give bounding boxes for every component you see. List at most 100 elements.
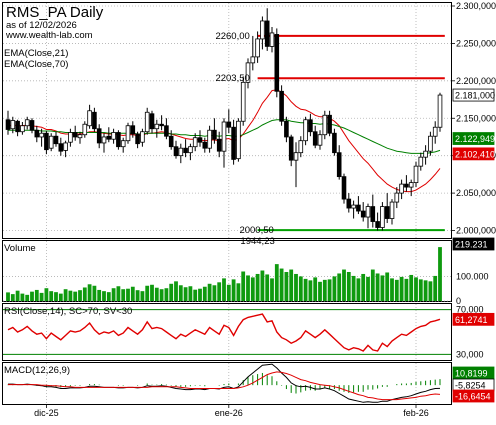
as-of-date: as of 12/02/2026 bbox=[6, 20, 77, 31]
candle bbox=[423, 145, 428, 165]
volume-bar bbox=[150, 284, 154, 301]
candle bbox=[308, 113, 313, 137]
candle-down-body bbox=[332, 132, 337, 154]
candle-down-body bbox=[34, 129, 40, 138]
volume-bar bbox=[188, 286, 193, 301]
price-axis-label: 2.150,000 bbox=[456, 113, 496, 123]
candle bbox=[245, 58, 251, 89]
rsi-line bbox=[7, 313, 441, 352]
volume-bar bbox=[44, 288, 49, 301]
candle bbox=[82, 121, 88, 138]
candle bbox=[221, 118, 227, 168]
volume-bar bbox=[222, 278, 226, 301]
candle-down-body bbox=[5, 119, 11, 130]
ema21-legend: EMA(Close,21) bbox=[4, 48, 68, 59]
volume-bar bbox=[346, 271, 351, 301]
volume-bar bbox=[130, 286, 135, 301]
candle bbox=[370, 194, 376, 228]
candle-up-body bbox=[380, 206, 385, 228]
volume-bar bbox=[438, 247, 442, 301]
candle bbox=[269, 26, 275, 53]
volume-bar bbox=[126, 288, 130, 301]
candle-down-body bbox=[15, 120, 20, 133]
volume-bar bbox=[102, 291, 106, 301]
time-axis-label: feb-26 bbox=[403, 408, 429, 418]
candle-down-body bbox=[159, 123, 164, 127]
candle bbox=[279, 85, 284, 126]
volume-bar bbox=[164, 288, 169, 301]
candle-up-body bbox=[269, 32, 275, 47]
volume-bar bbox=[193, 289, 198, 301]
candle bbox=[293, 142, 299, 188]
candle-up-body bbox=[394, 192, 400, 203]
volume-pane bbox=[2, 240, 452, 302]
volume-bar bbox=[294, 273, 298, 301]
price-annotation: 2203,50 bbox=[215, 73, 249, 84]
volume-bar bbox=[265, 274, 270, 301]
volume-bar bbox=[106, 292, 111, 301]
candle-up-body bbox=[63, 142, 68, 151]
volume-bar bbox=[54, 292, 58, 301]
volume-bar bbox=[260, 270, 265, 301]
candle-down-body bbox=[327, 114, 332, 134]
chart-title: RMS_PA Daily bbox=[6, 4, 104, 21]
macd-signal-line bbox=[8, 371, 441, 401]
price-tag-2-box bbox=[452, 147, 495, 161]
volume-bar bbox=[30, 291, 34, 301]
candle bbox=[96, 124, 102, 149]
candle bbox=[29, 118, 35, 134]
volume-bar bbox=[135, 290, 140, 301]
candle bbox=[284, 116, 289, 143]
volume-bar bbox=[111, 288, 116, 301]
price-annotation: 2000,50 bbox=[239, 225, 273, 236]
candle-up-body bbox=[207, 129, 212, 149]
candle bbox=[303, 116, 308, 146]
candle bbox=[288, 134, 294, 167]
volume-bar bbox=[68, 290, 73, 301]
price-tag-0-box bbox=[452, 88, 495, 102]
volume-bar bbox=[370, 269, 375, 301]
candle-up-body bbox=[77, 134, 83, 139]
candle bbox=[106, 127, 112, 143]
candle-down-body bbox=[360, 210, 366, 218]
candle bbox=[68, 128, 73, 147]
volume-bar bbox=[73, 291, 78, 301]
macd-tag: -5,8254 bbox=[452, 378, 495, 392]
candle bbox=[39, 128, 44, 147]
candle bbox=[399, 179, 404, 200]
candle bbox=[135, 131, 140, 149]
macd-label: MACD(12,26,9) bbox=[4, 365, 70, 376]
candle-up-body bbox=[101, 136, 107, 144]
candle-up-body bbox=[245, 62, 251, 83]
candle-up-body bbox=[68, 132, 73, 143]
candle bbox=[332, 128, 337, 156]
candle bbox=[202, 137, 208, 153]
candle bbox=[346, 193, 352, 213]
volume-bar bbox=[78, 290, 82, 301]
volume-bar bbox=[298, 276, 303, 301]
candle-up-body bbox=[389, 201, 395, 219]
rsi-tag-text: 61,2741 bbox=[455, 315, 488, 325]
volume-bar bbox=[318, 281, 322, 301]
volume-bar bbox=[140, 291, 145, 301]
candle-up-body bbox=[39, 132, 44, 138]
candle bbox=[322, 110, 328, 140]
candle bbox=[260, 16, 265, 50]
candle-up-body bbox=[178, 147, 184, 157]
volume-bar bbox=[313, 277, 318, 301]
candle bbox=[168, 130, 174, 150]
volume-bar bbox=[217, 282, 222, 301]
volume-bar bbox=[246, 275, 250, 301]
volume-bar bbox=[121, 289, 126, 301]
candle bbox=[77, 131, 83, 144]
volume-axis-label: 100.000 bbox=[456, 271, 489, 281]
price-axis-label: 2.200,000 bbox=[456, 76, 496, 86]
candle-down-body bbox=[279, 90, 284, 122]
candle bbox=[144, 107, 150, 135]
candle bbox=[240, 76, 246, 126]
candle-up-body bbox=[154, 123, 160, 130]
volume-bar bbox=[409, 274, 414, 301]
candle-up-body bbox=[125, 125, 131, 142]
volume-bar bbox=[308, 280, 313, 301]
volume-bar bbox=[202, 286, 207, 301]
